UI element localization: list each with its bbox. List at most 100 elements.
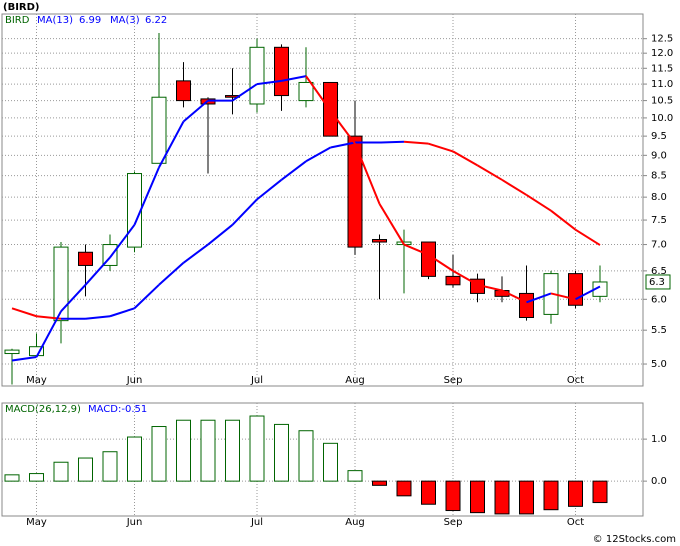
ma-line (452, 270, 478, 286)
macd-bar (323, 442, 338, 482)
candle-body (249, 46, 265, 105)
y-tick-label: 6.0 (651, 294, 667, 305)
candle-body (347, 135, 363, 248)
y-tick-label: 12.5 (651, 34, 673, 45)
macd-bar (519, 480, 534, 515)
ma-line (280, 160, 307, 181)
ma-line (330, 141, 356, 149)
x-tick-label: Jun (126, 375, 143, 386)
ma-line (231, 83, 258, 102)
ma-line (526, 292, 552, 304)
legend-ma3: MA(3) (110, 15, 140, 26)
macd-bar (102, 451, 118, 482)
x-tick-label: Oct (567, 375, 584, 386)
y-tick-label: 1.0 (651, 434, 667, 445)
candle-body (519, 292, 534, 319)
x-tick-label: Sep (444, 375, 463, 386)
x-tick-label: Aug (345, 375, 365, 386)
y-tick-label: 8.5 (651, 171, 667, 182)
y-tick-label: 10.0 (651, 113, 673, 124)
ma-line (305, 146, 331, 163)
ma-line (354, 143, 381, 205)
ma-line (428, 142, 454, 153)
legend-macd: MACD(26,12,9) (5, 404, 81, 415)
ma-line (452, 150, 478, 167)
candle-body (127, 173, 142, 248)
macd-bar (127, 436, 142, 482)
macd-bar (568, 480, 583, 507)
macd-bar (29, 473, 44, 482)
ma-line (133, 284, 160, 310)
macd-bar (200, 419, 216, 482)
macd-bar (494, 480, 510, 515)
x-tick-label: May (26, 375, 47, 386)
y-tick-label: 10.5 (651, 96, 673, 107)
ma-line (158, 262, 185, 286)
ma-line (329, 110, 356, 145)
candle-body (151, 96, 167, 164)
y-tick-label: 0.0 (651, 476, 667, 487)
macd-bar (372, 480, 387, 486)
macd-bar (298, 430, 314, 482)
x-tick-label: Jul (250, 375, 263, 386)
legend-symbol: BIRD (5, 15, 30, 26)
macd-bar (176, 419, 191, 482)
macd-bar (53, 461, 69, 482)
ma-line (207, 224, 234, 246)
last-price-label: 6.3 (649, 277, 665, 288)
macd-bar (445, 480, 461, 512)
y-tick-label: 11.0 (651, 79, 673, 90)
y-tick-label: 12.0 (651, 48, 673, 59)
footer: © 12Stocks.com (593, 534, 676, 545)
legend-ma13-value: 6.99 (79, 15, 101, 26)
ma-line (550, 292, 576, 301)
ma-line (501, 178, 528, 196)
ma-line (158, 121, 185, 168)
x-tick-label: Jul (250, 517, 263, 528)
ma-line (281, 75, 307, 82)
ma-line (501, 289, 527, 304)
ma-line (256, 79, 282, 86)
legend-macd-value: MACD:-0.51 (88, 404, 147, 415)
ma-line (133, 166, 160, 226)
ma-line (231, 198, 258, 226)
ma-line (60, 284, 87, 313)
ma-line (379, 140, 405, 144)
candle-body (445, 275, 461, 286)
candle-body (274, 46, 289, 97)
ma-line (550, 209, 577, 231)
y-tick-label: 8.0 (651, 192, 667, 203)
y-tick-label: 5.0 (651, 359, 667, 370)
y-tick-label: 9.5 (651, 131, 667, 142)
y-tick-label: 5.5 (651, 325, 667, 336)
macd-bar (274, 423, 289, 482)
legend-ma13: MA(13) (37, 15, 73, 26)
candle-body (176, 80, 191, 102)
y-tick-label: 9.0 (651, 150, 667, 161)
macd-frame (1, 402, 644, 517)
ma-line (427, 254, 454, 272)
candle-body (372, 239, 387, 243)
macd-bar (4, 474, 20, 482)
macd-bar (470, 480, 485, 514)
main-frame (1, 13, 644, 387)
ma-line (11, 307, 37, 318)
x-tick-label: May (26, 517, 47, 528)
ma-line (378, 203, 405, 246)
ma-line (575, 285, 601, 301)
ma-line (109, 224, 136, 259)
macd-bar (592, 480, 608, 504)
ma-line (109, 307, 135, 318)
ma-line (477, 283, 503, 292)
ma-line (476, 164, 503, 181)
last-price-box (645, 274, 671, 290)
candle-body (53, 246, 69, 322)
x-tick-label: Sep (444, 517, 463, 528)
ma-line (403, 243, 429, 256)
ma-line (35, 310, 62, 358)
macd-bar (421, 480, 436, 505)
ma-line (84, 256, 111, 286)
y-tick-label: 11.5 (651, 63, 673, 74)
candle-body (4, 349, 20, 355)
